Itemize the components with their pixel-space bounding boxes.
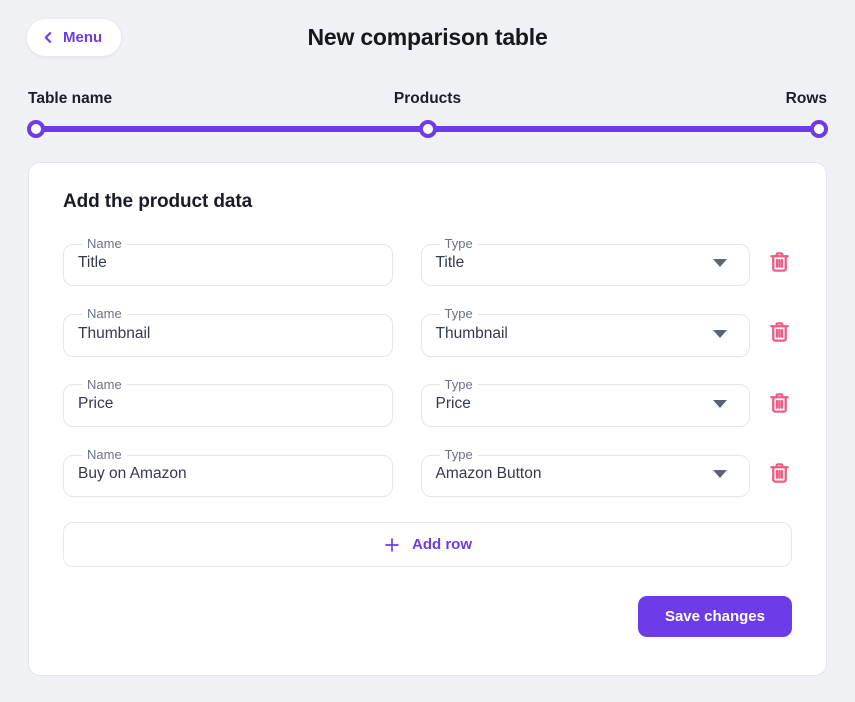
type-field: Type Amazon Button — [420, 446, 750, 498]
delete-row-button[interactable] — [766, 249, 792, 275]
name-field-label: Name — [87, 306, 122, 322]
table-row: Name Type Thumbnail — [63, 306, 792, 357]
add-row-label: Add row — [412, 536, 472, 554]
step-dot-products[interactable] — [418, 120, 437, 138]
trash-icon — [769, 322, 789, 343]
table-row: Name Type Amazon Button — [63, 446, 792, 498]
type-select-value: Title — [435, 254, 465, 272]
type-field-label: Type — [444, 306, 473, 322]
name-input[interactable] — [74, 252, 382, 277]
type-field: Type Price — [420, 376, 750, 427]
type-select[interactable]: Thumbnail — [432, 323, 740, 347]
step-label-table-name: Table name — [28, 90, 113, 107]
name-field: Name — [63, 306, 393, 357]
trash-icon — [769, 463, 789, 483]
product-data-card: Add the product data Name Type Title — [28, 162, 827, 676]
delete-row-button[interactable] — [766, 319, 792, 345]
page-title: New comparison table — [307, 24, 548, 50]
name-field-label: Name — [87, 376, 122, 392]
wizard-stepper: Table name Products Rows — [27, 90, 828, 138]
name-field: Name — [63, 376, 393, 427]
chevron-down-icon — [713, 329, 727, 338]
type-field-label: Type — [444, 446, 473, 462]
type-select[interactable]: Price — [432, 393, 740, 417]
stepper-labels: Table name Products Rows — [28, 90, 827, 108]
chevron-down-icon — [713, 399, 727, 408]
plus-icon — [383, 536, 401, 554]
delete-row-button[interactable] — [766, 389, 792, 415]
menu-back-button[interactable]: Menu — [26, 18, 123, 57]
name-field: Name — [63, 236, 393, 287]
trash-icon — [769, 252, 789, 272]
menu-button-label: Menu — [63, 29, 103, 46]
save-area: Save changes — [63, 596, 792, 638]
type-select-value: Price — [435, 394, 471, 412]
step-dot-table-name[interactable] — [27, 120, 45, 138]
save-changes-button[interactable]: Save changes — [637, 596, 792, 638]
type-select[interactable]: Title — [432, 252, 740, 276]
name-input[interactable] — [74, 463, 382, 488]
name-input[interactable] — [74, 322, 382, 347]
type-field: Type Title — [420, 236, 750, 287]
step-dot-rows[interactable] — [810, 120, 828, 138]
table-row: Name Type Title — [63, 236, 792, 287]
name-field-label: Name — [87, 446, 122, 462]
type-select[interactable]: Amazon Button — [432, 463, 740, 487]
type-field: Type Thumbnail — [420, 306, 750, 357]
name-input[interactable] — [74, 392, 382, 417]
name-field-label: Name — [87, 236, 122, 251]
add-row-button[interactable]: Add row — [63, 522, 792, 568]
step-label-products: Products — [393, 90, 462, 107]
chevron-down-icon — [713, 259, 727, 268]
card-heading: Add the product data — [63, 191, 253, 212]
type-field-label: Type — [444, 236, 473, 251]
type-field-label: Type — [444, 376, 473, 392]
step-label-rows: Rows — [785, 90, 827, 107]
chevron-left-icon — [42, 31, 55, 44]
chevron-down-icon — [713, 470, 727, 479]
trash-icon — [769, 392, 789, 413]
delete-row-button[interactable] — [766, 460, 792, 486]
table-row: Name Type Price — [63, 376, 792, 427]
stepper-track — [27, 120, 828, 138]
type-select-value: Amazon Button — [435, 465, 542, 483]
name-field: Name — [63, 446, 393, 498]
type-select-value: Thumbnail — [435, 324, 508, 342]
